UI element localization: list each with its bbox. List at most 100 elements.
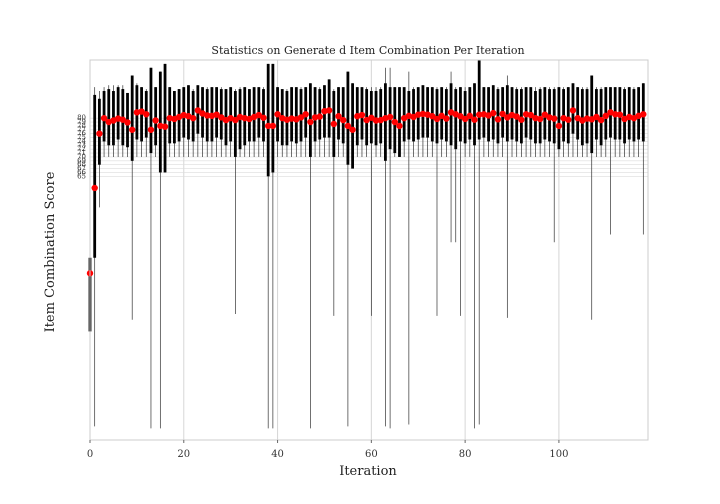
mean-point [349, 126, 356, 133]
box [519, 89, 523, 144]
box [233, 91, 237, 157]
mean-point [302, 111, 309, 118]
mean-point [143, 111, 150, 118]
box [402, 87, 406, 142]
mean-point [386, 113, 394, 121]
box [505, 85, 509, 142]
chart-title: Statistics on Generate d Item Combinatio… [211, 44, 524, 57]
box [158, 71, 162, 173]
mean-point [429, 113, 436, 120]
mean-point [518, 116, 525, 123]
mean-point [443, 115, 450, 122]
box [154, 87, 158, 146]
mean-point [358, 111, 366, 119]
mean-point [551, 115, 558, 122]
mean-point [555, 122, 563, 130]
box [627, 87, 631, 140]
box [566, 87, 570, 144]
y-tick-label: 77 [77, 126, 86, 134]
mean-point [433, 115, 441, 123]
mean-point [471, 116, 478, 123]
mean-point [340, 116, 347, 124]
box [557, 87, 561, 150]
box [107, 89, 111, 146]
mean-point [391, 118, 398, 126]
y-tick-label: 78 [77, 122, 86, 130]
mean-point [499, 110, 506, 118]
y-tick-label: 72 [77, 145, 86, 153]
mean-point [513, 113, 520, 120]
box [580, 89, 584, 146]
mean-point [597, 116, 605, 124]
mean-point [189, 114, 197, 122]
box [163, 63, 167, 173]
y-tick-label: 80 [77, 114, 86, 122]
box [290, 87, 294, 142]
mean-point [325, 107, 333, 114]
mean-point [269, 122, 277, 130]
mean-point [602, 112, 609, 120]
y-tick-label: 76 [77, 130, 86, 138]
mean-point [527, 111, 534, 119]
box [266, 63, 270, 177]
box [590, 75, 594, 154]
box [346, 71, 350, 165]
y-tick-label: 67 [77, 165, 86, 173]
box [294, 87, 298, 144]
mean-point [344, 122, 352, 130]
y-tick-label: 65 [77, 172, 86, 180]
mean-point [91, 184, 98, 192]
plot-frame [89, 59, 649, 441]
mean-point [368, 114, 375, 121]
x-tick-label: 0 [87, 449, 93, 460]
box [229, 87, 233, 142]
x-tick-label: 40 [271, 449, 284, 460]
mean-point [461, 115, 469, 123]
x-tick-label: 80 [459, 449, 472, 460]
mean-point [611, 111, 619, 118]
mean-point [124, 119, 131, 126]
mean-point [335, 113, 342, 120]
y-tick-label: 73 [77, 141, 86, 149]
mean-point [494, 116, 502, 123]
box [341, 87, 345, 144]
box [116, 87, 120, 140]
y-tick-label: 79 [77, 118, 86, 126]
box [477, 60, 481, 140]
box [248, 89, 251, 142]
mean-point [438, 112, 445, 120]
y-tick-label: 70 [77, 153, 86, 161]
box [444, 89, 448, 142]
box [271, 63, 275, 173]
y-tick-label: 69 [77, 157, 86, 165]
mean-point [255, 111, 263, 119]
box [473, 83, 476, 146]
box [379, 89, 383, 144]
mean-point [204, 112, 211, 119]
mean-point [297, 114, 305, 121]
y-axis-label: Item Combination Score [43, 171, 58, 332]
box [149, 67, 153, 154]
mean-point [396, 122, 403, 130]
mean-point [260, 114, 267, 121]
mean-point [536, 115, 544, 123]
mean-point [264, 122, 272, 130]
y-tick-label: 75 [77, 134, 86, 142]
x-axis-ticks: 0 20 40 60 80 100 [87, 440, 568, 460]
box [454, 89, 458, 150]
mean-point [161, 123, 169, 130]
mean-point [307, 118, 314, 126]
mean-point [565, 116, 572, 123]
mean-point [119, 116, 127, 123]
mean-point [147, 126, 155, 133]
mean-point [475, 111, 483, 118]
mean-point [129, 126, 136, 133]
mean-point [490, 109, 497, 117]
mean-point [640, 111, 647, 118]
y-tick-label: 71 [77, 149, 86, 157]
mean-markers [86, 107, 647, 277]
mean-point [372, 117, 380, 124]
